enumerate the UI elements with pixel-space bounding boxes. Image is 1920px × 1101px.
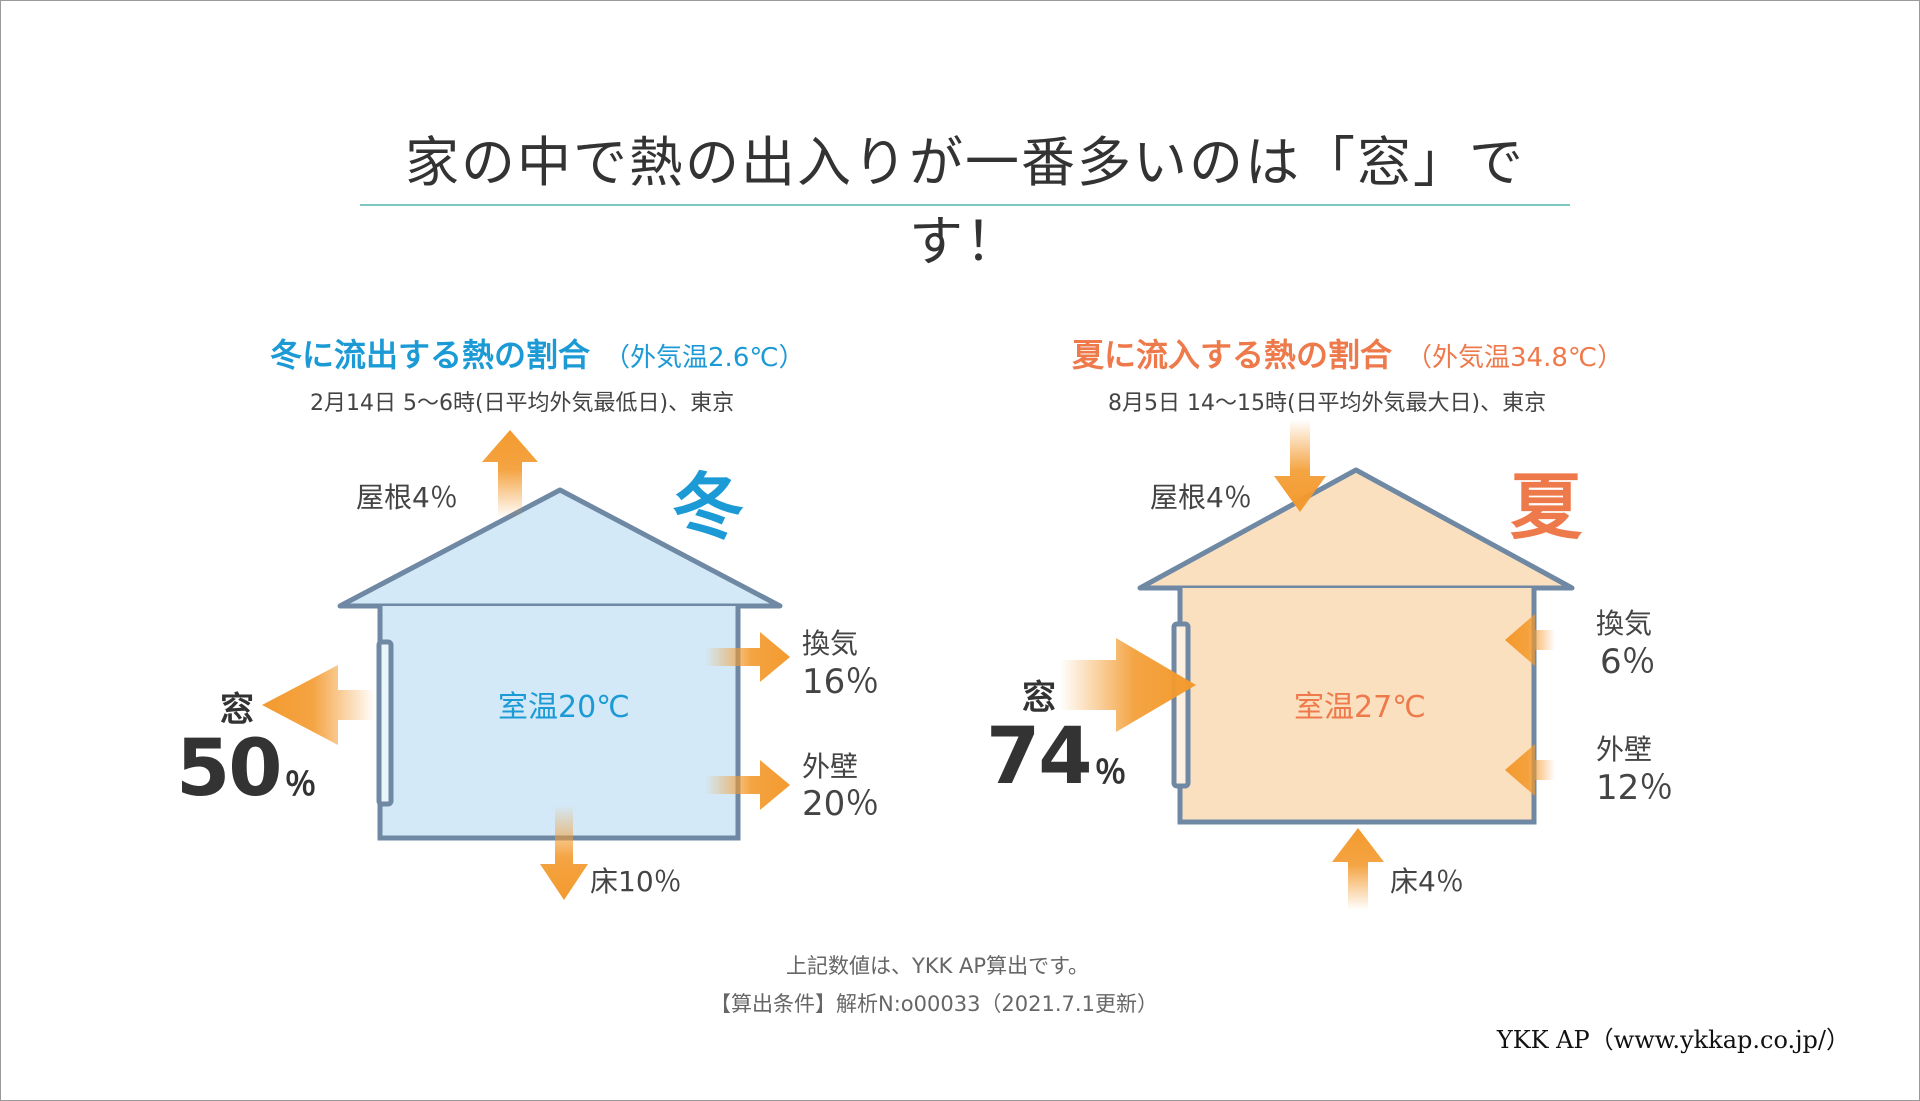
winter-body-fill: [380, 606, 738, 838]
summer-heading-text: 夏に流入する熱の割合: [1072, 336, 1393, 374]
winter-subtitle: 2月14日 5〜6時(日平均外気最低日)、東京: [310, 391, 735, 416]
winter-roof-label: 屋根4％: [356, 476, 458, 516]
winter-ventilation-arrow: [705, 632, 790, 682]
summer-condition: （外気温34.8℃）: [1406, 343, 1624, 373]
summer-window-name: 窓: [1022, 678, 1056, 718]
summer-subtitle: 8月5日 14〜15時(日平均外気最大日)、東京: [1108, 391, 1547, 416]
winter-window-pct: 50 ％: [176, 724, 317, 814]
summer-wall-arrow: [1505, 744, 1555, 796]
summer-window-arrow: [1060, 638, 1196, 732]
winter-window-value: 50: [176, 724, 283, 814]
winter-window-frame: [376, 639, 394, 807]
winter-ventilation-name: 換気: [802, 627, 859, 660]
summer-roof-label: 屋根4％: [1150, 476, 1252, 516]
calculation-note: 上記数値は、YKK AP算出です。: [786, 954, 1089, 978]
summer-roof-name: 屋根: [1150, 481, 1207, 514]
title-underline: [360, 204, 1570, 206]
winter-heading: 冬に流出する熱の割合 （外気温2.6℃）: [270, 330, 805, 376]
winter-house: [337, 487, 783, 841]
winter-condition: （外気温2.6℃）: [604, 343, 805, 373]
source-credit: YKK AP（www.ykkap.co.jp/）: [1496, 1026, 1850, 1054]
winter-floor-value: 10％: [618, 865, 682, 898]
summer-house: [1137, 467, 1575, 825]
summer-ventilation-value: 6％: [1600, 642, 1656, 682]
winter-window-arrow: [262, 665, 375, 745]
summer-floor-name: 床: [1390, 865, 1419, 898]
summer-room-temp: 室温27℃: [1294, 690, 1426, 725]
summer-window-value: 74: [986, 712, 1093, 802]
summer-floor-value: 4％: [1418, 865, 1464, 898]
winter-window-name: 窓: [220, 690, 254, 730]
page-title: 家の中で熱の出入りが一番多いのは「窓」です！: [405, 131, 1525, 273]
winter-floor-arrow: [540, 805, 588, 900]
winter-roof-value: 4％: [412, 481, 458, 514]
winter-wall-arrow: [705, 760, 790, 810]
summer-floor-arrow: [1332, 828, 1384, 910]
winter-heading-text: 冬に流出する熱の割合: [270, 336, 591, 374]
summer-window-frame: [1171, 621, 1191, 789]
summer-body-fill: [1180, 588, 1534, 822]
summer-wall-value: 12％: [1596, 768, 1674, 808]
calculation-conditions: 【算出条件】解析N:o00033（2021.7.1更新）: [710, 992, 1158, 1016]
winter-wall-name: 外壁: [802, 750, 859, 783]
winter-ventilation-value: 16％: [802, 662, 880, 702]
summer-heading: 夏に流入する熱の割合 （外気温34.8℃）: [1072, 330, 1623, 376]
summer-roof-arrow: [1274, 420, 1326, 512]
summer-wall-name: 外壁: [1596, 733, 1653, 766]
summer-window-unit: ％: [1094, 753, 1127, 791]
winter-roof-arrow: [482, 430, 538, 518]
winter-wall-value: 20％: [802, 784, 880, 824]
summer-season-label: 夏: [1510, 465, 1583, 549]
summer-window-pct: 74 ％: [986, 712, 1127, 802]
winter-room-temp: 室温20℃: [498, 690, 630, 725]
winter-roof-name: 屋根: [356, 481, 413, 514]
winter-window-unit: ％: [284, 765, 317, 803]
summer-roof-value: 4％: [1206, 481, 1252, 514]
winter-season-label: 冬: [672, 465, 745, 549]
summer-floor-label: 床4％: [1390, 860, 1464, 900]
summer-ventilation-name: 換気: [1596, 607, 1653, 640]
winter-floor-label: 床10％: [590, 860, 682, 900]
winter-floor-name: 床: [590, 865, 619, 898]
summer-ventilation-arrow: [1505, 614, 1555, 666]
